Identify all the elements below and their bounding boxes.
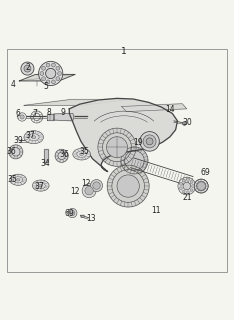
Circle shape — [55, 149, 68, 162]
Circle shape — [42, 66, 45, 70]
Circle shape — [107, 165, 149, 207]
Circle shape — [194, 179, 208, 193]
Polygon shape — [47, 114, 54, 120]
Circle shape — [56, 66, 60, 70]
Circle shape — [51, 63, 55, 67]
Text: 11: 11 — [151, 206, 161, 215]
Circle shape — [46, 63, 50, 67]
Circle shape — [18, 113, 26, 121]
Text: 8: 8 — [46, 108, 51, 116]
Text: 12: 12 — [81, 179, 91, 188]
Text: 9: 9 — [61, 108, 66, 116]
Circle shape — [140, 132, 159, 151]
Text: 35: 35 — [7, 175, 17, 184]
Text: 6: 6 — [16, 109, 21, 118]
Text: 2: 2 — [25, 63, 30, 72]
Ellipse shape — [16, 179, 20, 181]
Circle shape — [51, 80, 55, 84]
Text: 12: 12 — [70, 187, 79, 196]
Text: 37: 37 — [34, 181, 44, 190]
Circle shape — [179, 187, 182, 190]
Polygon shape — [81, 215, 84, 217]
Circle shape — [82, 184, 96, 198]
Circle shape — [190, 180, 193, 183]
Text: 19: 19 — [133, 138, 143, 147]
Ellipse shape — [80, 153, 84, 156]
Text: 69: 69 — [64, 210, 74, 219]
Text: 37: 37 — [26, 131, 35, 140]
Ellipse shape — [73, 148, 91, 160]
Polygon shape — [19, 74, 75, 81]
Circle shape — [192, 185, 194, 188]
Text: 30: 30 — [182, 118, 192, 127]
Circle shape — [143, 135, 156, 148]
Circle shape — [9, 145, 23, 159]
Circle shape — [56, 77, 60, 81]
Circle shape — [85, 187, 93, 195]
Circle shape — [91, 180, 102, 192]
Text: 1: 1 — [121, 47, 127, 56]
Circle shape — [186, 191, 189, 194]
Circle shape — [42, 77, 45, 81]
Circle shape — [39, 61, 63, 85]
Text: 36: 36 — [6, 147, 16, 156]
Circle shape — [58, 71, 62, 76]
Circle shape — [182, 190, 185, 193]
Circle shape — [182, 179, 185, 182]
Circle shape — [70, 211, 75, 216]
Polygon shape — [54, 114, 74, 121]
Circle shape — [24, 65, 31, 72]
Text: 4: 4 — [11, 80, 16, 89]
Circle shape — [146, 138, 153, 145]
Circle shape — [46, 68, 56, 79]
Text: 5: 5 — [44, 82, 48, 91]
Circle shape — [46, 80, 50, 84]
Circle shape — [98, 128, 136, 166]
Circle shape — [178, 177, 196, 195]
Text: 7: 7 — [32, 108, 37, 117]
Circle shape — [183, 182, 190, 190]
Ellipse shape — [32, 136, 36, 139]
Text: 13: 13 — [87, 214, 96, 223]
Text: 35: 35 — [80, 147, 89, 156]
Circle shape — [190, 189, 193, 192]
Circle shape — [93, 182, 100, 189]
Circle shape — [121, 147, 148, 174]
Circle shape — [40, 71, 44, 76]
Text: 14: 14 — [166, 105, 175, 114]
Text: 69: 69 — [200, 168, 210, 177]
Text: 21: 21 — [182, 193, 192, 202]
Circle shape — [117, 175, 139, 197]
Polygon shape — [44, 149, 48, 162]
Circle shape — [183, 122, 186, 125]
Circle shape — [179, 182, 182, 185]
Ellipse shape — [24, 131, 44, 144]
Circle shape — [106, 137, 128, 158]
Text: 36: 36 — [60, 150, 69, 159]
Ellipse shape — [39, 184, 43, 187]
Circle shape — [197, 182, 205, 190]
Polygon shape — [122, 104, 187, 112]
Polygon shape — [20, 140, 21, 142]
Circle shape — [20, 115, 24, 119]
Ellipse shape — [10, 174, 26, 185]
Ellipse shape — [32, 180, 49, 191]
Polygon shape — [24, 100, 129, 105]
Circle shape — [68, 208, 77, 218]
Polygon shape — [69, 98, 177, 172]
Text: 39: 39 — [13, 136, 23, 145]
Circle shape — [186, 179, 189, 181]
Text: 34: 34 — [40, 159, 50, 168]
Circle shape — [21, 62, 34, 75]
